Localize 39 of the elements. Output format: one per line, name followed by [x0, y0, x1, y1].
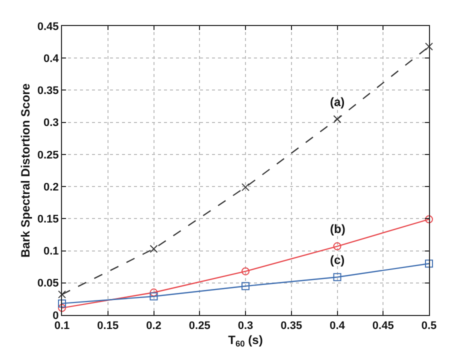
point [425, 215, 433, 224]
point [150, 244, 158, 253]
point [150, 288, 158, 297]
point [242, 282, 250, 290]
x-tick-label: 0.15 [97, 320, 119, 332]
point [242, 267, 250, 276]
x-tick-label: 0.1 [54, 320, 70, 332]
y-tick-label: 0.15 [37, 214, 59, 226]
point [242, 183, 250, 192]
point [333, 115, 342, 124]
x-tick-label: 0.5 [421, 320, 437, 332]
y-tick-label: 0.4 [44, 52, 60, 65]
point [58, 304, 66, 312]
y-tick-label: 0.45 [37, 20, 59, 33]
y-tick-label: 0.1 [44, 246, 59, 258]
y-axis-title: Bark Spectral Distortion Score [18, 83, 33, 258]
point [58, 299, 66, 308]
y-tick-label: 0.3 [44, 117, 59, 130]
x-tick-label: 0.45 [372, 320, 394, 332]
series-label: (a) [330, 95, 345, 109]
x-tick-label: 0.3 [238, 320, 254, 332]
x-tick-label: 0.2 [146, 320, 162, 332]
series-label: (b) [330, 222, 346, 236]
y-tick-label: 0.35 [37, 85, 59, 98]
y-tick-label: 0.05 [37, 278, 59, 290]
point [425, 42, 433, 51]
y-tick-label: 0 [52, 310, 59, 322]
series-label: (c) [330, 253, 345, 267]
y-tick-label: 0.2 [44, 181, 59, 194]
y-tick-label: 0.25 [37, 149, 59, 162]
point [333, 273, 342, 282]
x-tick-label: 0.35 [280, 320, 302, 332]
point [58, 290, 66, 298]
point [425, 260, 433, 268]
x-tick-label: 0.4 [330, 320, 346, 332]
point [333, 242, 342, 250]
x-axis-title: T$_{60}$ (s) [228, 333, 263, 349]
point [150, 292, 158, 300]
x-tick-label: 0.25 [188, 320, 210, 332]
